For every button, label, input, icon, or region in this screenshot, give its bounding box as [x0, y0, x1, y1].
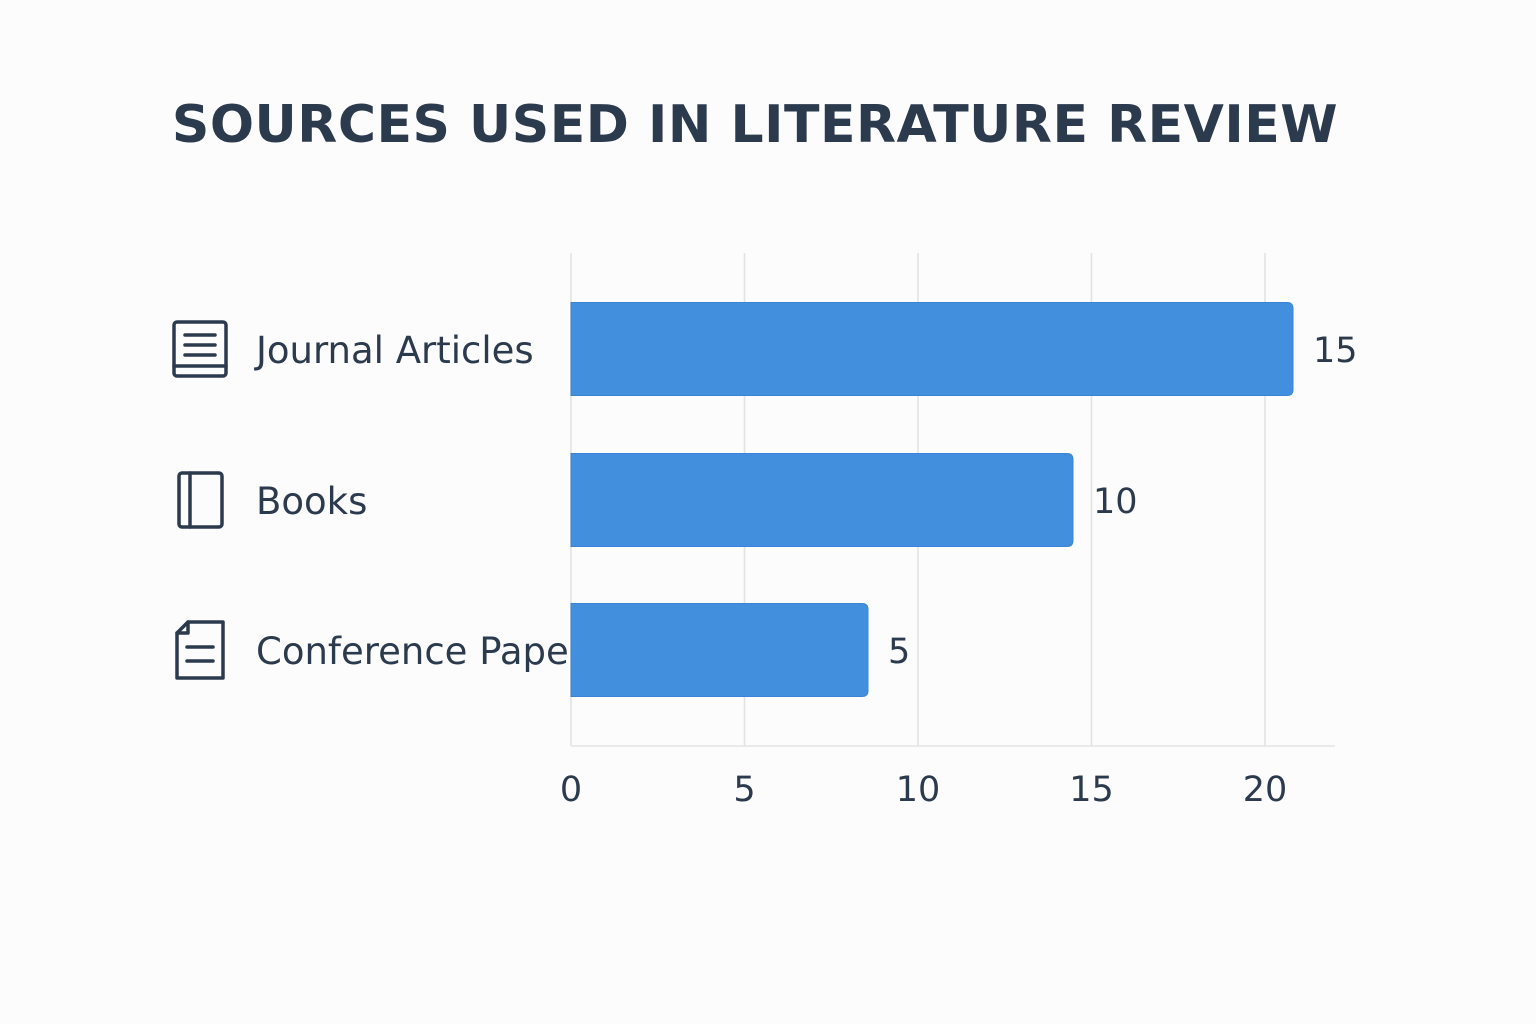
category-label: Books [256, 480, 367, 523]
bar [570, 603, 869, 697]
x-tick-label: 10 [896, 770, 941, 810]
chart-title: SOURCES USED IN LITERATURE REVIEW [171, 95, 1339, 155]
category-label: Conference Pape [256, 630, 569, 673]
labels: 0 5 10 15 20 15 Journal Articles 10 Books 5 Confer… [172, 320, 1358, 810]
x-tick-label: 20 [1243, 770, 1288, 810]
x-tick-label: 0 [560, 770, 582, 810]
bar [570, 302, 1294, 396]
x-tick-label: 15 [1069, 770, 1114, 810]
journal-icon [172, 320, 228, 378]
document-icon [175, 620, 225, 680]
book-icon [177, 471, 224, 529]
category-label: Journal Articles [254, 329, 534, 372]
bar-value-label: 5 [888, 632, 910, 672]
bar [570, 453, 1074, 547]
bar-value-label: 10 [1093, 482, 1138, 522]
bars [570, 302, 1294, 697]
bar-value-label: 15 [1313, 331, 1358, 371]
x-tick-label: 5 [733, 770, 755, 810]
